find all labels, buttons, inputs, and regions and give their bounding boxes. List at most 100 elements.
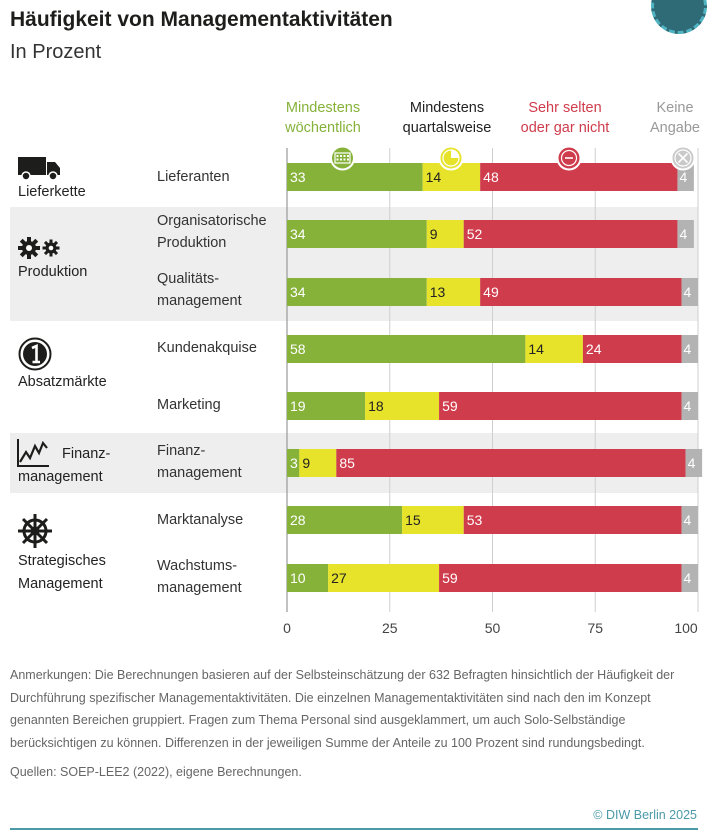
bar-value-label: 52	[467, 226, 483, 242]
bar-value-label: 14	[528, 341, 544, 357]
bar-value-label: 4	[684, 341, 692, 357]
truck-icon	[18, 157, 60, 181]
chart-subtitle: In Prozent	[10, 41, 102, 63]
x-tick-75: 75	[587, 620, 604, 636]
bar-segment	[426, 220, 464, 248]
legend-icons	[330, 145, 696, 171]
area-strategie-1: Strategisches	[18, 553, 106, 569]
bar-value-label: 59	[442, 398, 458, 414]
bar-segment	[582, 335, 682, 363]
bar-segment	[287, 335, 526, 363]
bar-value-label: 24	[586, 341, 602, 357]
bar-segment	[287, 163, 423, 191]
bar-segment	[525, 335, 583, 363]
area-finanzmanagement-2: management	[18, 469, 103, 485]
bar-value-label: 28	[290, 512, 306, 528]
bar-value-label: 33	[290, 169, 306, 185]
x-tick-25: 25	[381, 620, 398, 636]
stacked-bar-chart: 33 14 48 434 9 52 434 13 49 458 14 24 419 18 59 43 9 85 42…	[286, 145, 703, 612]
bar-segment	[287, 506, 403, 534]
bar-segment	[287, 449, 300, 477]
area-lieferkette: Lieferkette	[18, 184, 86, 200]
x-tick-50: 50	[484, 620, 501, 636]
legend-no-answer: Keine Angabe	[650, 100, 700, 136]
category-label-lieferanten: Lieferanten	[157, 169, 230, 185]
bar-value-label: 85	[339, 455, 355, 471]
bar-value-label: 14	[426, 169, 442, 185]
bar-value-label: 34	[290, 226, 306, 242]
x-tick-100: 100	[674, 620, 698, 636]
bar-segment	[463, 506, 682, 534]
category-label-finanzmanagement: Finanz-management	[157, 443, 242, 481]
bar-segment	[439, 392, 682, 420]
bar-value-label: 4	[679, 169, 687, 185]
category-label-organisatorische-produktion: Organisatorische Produktion	[157, 213, 267, 251]
bar-segment	[426, 278, 481, 306]
bar-segment	[681, 506, 698, 534]
bar-value-label: 15	[405, 512, 421, 528]
bar-value-label: 4	[684, 570, 692, 586]
bar-value-label: 13	[430, 284, 446, 300]
bottom-rule	[10, 828, 698, 830]
bar-segment	[439, 564, 682, 592]
chart-line-icon	[17, 439, 49, 467]
x-circle-icon	[670, 145, 696, 171]
bar-value-label: 4	[688, 455, 696, 471]
bar-segment	[681, 392, 698, 420]
bar-value-label: 18	[368, 398, 384, 414]
bar-segment	[299, 449, 337, 477]
bar-segment	[677, 220, 694, 248]
sources-text: Quellen: SOEP-LEE2 (2022), eigene Berech…	[10, 765, 302, 779]
area-strategie-2: Management	[18, 576, 103, 592]
bar-value-label: 34	[290, 284, 306, 300]
bar-value-label: 27	[331, 570, 347, 586]
chart-grid	[286, 148, 699, 612]
category-label-wachstumsmanagement: Wachstums-management	[157, 558, 242, 596]
area-absatzmaerkte: Absatzmärkte	[18, 374, 107, 390]
bar-segment	[480, 278, 682, 306]
minus-circle-icon	[556, 145, 582, 171]
chart-bars: 33 14 48 434 9 52 434 13 49 458 14 24 419 18 59 43 9 85 42…	[287, 163, 703, 592]
bar-value-label: 10	[290, 570, 306, 586]
bar-segment	[685, 449, 703, 477]
calendar-week-icon	[330, 145, 355, 171]
x-tick-0: 0	[283, 620, 291, 636]
bar-value-label: 53	[467, 512, 483, 528]
bar-value-label: 4	[684, 284, 692, 300]
bar-segment	[287, 392, 366, 420]
bar-segment	[328, 564, 440, 592]
coin-icon	[18, 337, 52, 371]
legend-rarely: Sehr selten oder gar nicht	[520, 100, 610, 136]
bar-value-label: 49	[483, 284, 499, 300]
category-label-qualitaetsmanagement: Qualitäts-management	[157, 271, 242, 309]
bar-value-label: 59	[442, 570, 458, 586]
bar-segment	[336, 449, 686, 477]
legend-weekly: Mindestens wöchentlich	[285, 100, 361, 136]
bar-value-label: 58	[290, 341, 306, 357]
area-produktion: Produktion	[18, 264, 88, 280]
bar-segment	[365, 392, 440, 420]
chart-title: Häufigkeit von Managementaktivitäten	[10, 8, 393, 31]
bar-value-label: 3	[290, 455, 298, 471]
bar-segment	[681, 564, 698, 592]
bar-value-label: 48	[483, 169, 499, 185]
notes-text: Anmerkungen: Die Berechnungen basieren a…	[10, 668, 675, 750]
bar-value-label: 9	[302, 455, 310, 471]
legend-quarterly: Mindestens quartalsweise	[402, 100, 492, 136]
gears-icon	[18, 237, 60, 259]
bar-value-label: 4	[679, 226, 687, 242]
bar-segment	[287, 564, 329, 592]
bar-segment	[287, 220, 427, 248]
bar-segment	[480, 163, 678, 191]
bar-value-label: 4	[684, 398, 692, 414]
bar-value-label: 4	[684, 512, 692, 528]
category-label-marktanalyse: Marktanalyse	[157, 512, 244, 528]
bar-segment	[681, 278, 698, 306]
ship-wheel-icon	[18, 514, 52, 548]
bar-segment	[402, 506, 464, 534]
bar-segment	[287, 278, 427, 306]
category-label-kundenakquise: Kundenakquise	[157, 340, 257, 356]
bar-value-label: 9	[430, 226, 438, 242]
bar-segment	[681, 335, 698, 363]
category-label-marketing: Marketing	[157, 397, 221, 413]
